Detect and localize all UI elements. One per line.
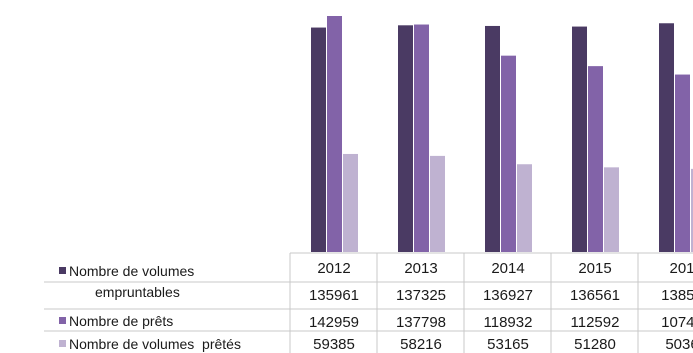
data-table: 2012 2013 2014 2015 201 Nombre de volumes empr… (44, 252, 693, 353)
data-value-cell: 112592 (571, 314, 620, 331)
bar-nombre-de-volumes-empruntables-2015 (572, 26, 587, 252)
legend-swatch (59, 267, 66, 274)
bar-nombre-de-volumes-prêtés-2014 (517, 164, 532, 252)
bar-nombre-de-volumes-empruntables-2013 (398, 25, 413, 253)
data-value-cell: 118932 (484, 314, 533, 331)
legend-label: Nombre de volumes (69, 263, 194, 279)
data-value-cell: 137798 (396, 314, 446, 331)
bar-nombre-de-volumes-prêtés-2012 (343, 153, 358, 252)
category-label: 2015 (578, 260, 611, 277)
data-value-cell: 135961 (309, 287, 359, 304)
bar-nombre-de-volumes-empruntables-2012 (311, 27, 326, 252)
category-label: 201 (669, 260, 693, 277)
bar-nombre-de-prêts-2015 (588, 66, 603, 252)
bar-nombre-de-volumes-prêtés-2013 (430, 155, 445, 252)
data-value-cell: 53165 (487, 336, 529, 353)
data-value-cell: 136561 (570, 287, 620, 304)
data-value-cell: 13856 (661, 287, 693, 304)
legend-swatch (59, 340, 66, 347)
data-value-cell: 142959 (309, 314, 359, 331)
data-value-cell: 136927 (483, 287, 533, 304)
bar-nombre-de-volumes-empruntables-2016 (659, 23, 674, 253)
category-label: 2013 (404, 260, 437, 277)
bars-layer (311, 16, 693, 253)
bar-nombre-de-volumes-empruntables-2014 (485, 25, 500, 252)
data-value-cell: 137325 (396, 287, 446, 304)
bar-nombre-de-prêts-2012 (327, 16, 342, 252)
bar-nombre-de-prêts-2014 (501, 55, 516, 252)
bar-nombre-de-prêts-2013 (414, 24, 429, 252)
bar-nombre-de-prêts-2016 (675, 74, 690, 252)
data-value-cell: 58216 (400, 336, 442, 353)
data-value-cell: 10749 (661, 314, 693, 331)
category-label: 2012 (317, 260, 350, 277)
category-label: 2014 (491, 260, 524, 277)
bar-nombre-de-volumes-prêtés-2015 (604, 167, 619, 252)
bar-nombre-de-volumes-prêtés-2016 (691, 168, 693, 252)
legend-swatch (59, 317, 66, 324)
data-value-cell: 59385 (313, 336, 355, 353)
legend-label: Nombre de volumes prêtés (69, 336, 241, 352)
data-value-cell: 5036 (665, 336, 693, 353)
legend-label: empruntables (95, 284, 180, 300)
data-value-cell: 51280 (574, 336, 616, 353)
legend-label: Nombre de prêts (69, 313, 173, 329)
